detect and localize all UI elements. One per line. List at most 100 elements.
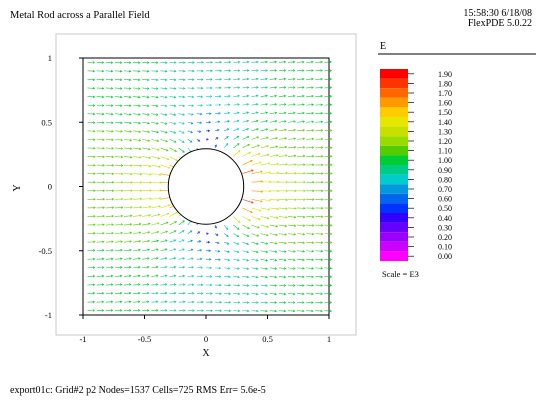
field-arrow-550-head	[217, 120, 221, 124]
field-arrow-272-head	[111, 223, 115, 226]
field-arrow-204	[224, 250, 230, 253]
field-arrow-646-head	[110, 87, 114, 90]
field-arrow-693-head	[292, 77, 296, 81]
field-arrow-554-head	[256, 119, 259, 123]
field-arrow-491	[169, 139, 177, 143]
field-arrow-742-head	[247, 60, 250, 64]
field-arrow-514-head	[138, 130, 142, 133]
field-arrow-424-head	[250, 159, 253, 163]
field-arrow-21-head	[283, 309, 287, 313]
field-arrow-513-head	[129, 130, 133, 133]
field-arrow-68-head	[219, 292, 222, 295]
field-arrow-676-head	[137, 78, 141, 82]
field-arrow-292-head	[302, 224, 306, 227]
field-arrow-589-head	[329, 112, 333, 115]
field-arrow-545-head	[173, 122, 177, 125]
field-arrow-227-head	[190, 239, 193, 243]
field-arrow-616-head	[329, 103, 333, 107]
field-arrow-641-head	[311, 94, 314, 98]
field-arrow-160-head	[320, 267, 324, 270]
field-arrow-246	[114, 232, 123, 234]
field-arrow-7-head	[156, 309, 159, 312]
field-arrow-111-head	[119, 274, 123, 278]
field-arrow-652-head	[164, 87, 168, 90]
field-arrow-155	[269, 267, 277, 270]
field-arrow-487	[133, 139, 141, 141]
field-arrow-171	[169, 257, 176, 260]
field-arrow-368-head	[268, 189, 272, 193]
field-arrow-487-head	[138, 139, 142, 142]
field-arrow-236-head	[275, 242, 278, 245]
legend-label-12: 0.70	[438, 185, 452, 194]
field-arrow-1-head	[101, 309, 105, 312]
field-arrow-633	[233, 95, 240, 97]
field-arrow-647	[114, 87, 122, 89]
field-arrow-77-head	[302, 292, 305, 296]
field-arrow-626	[169, 96, 176, 98]
field-arrow-591-head	[101, 104, 105, 107]
field-arrow-635	[251, 95, 259, 97]
field-arrow-515-head	[147, 130, 151, 134]
field-arrow-422-head	[167, 166, 171, 169]
field-arrow-484-head	[111, 138, 114, 142]
y-tick-label-1: 0.5	[41, 117, 52, 127]
field-arrow-489-head	[156, 139, 160, 143]
field-arrow-354-head	[303, 198, 306, 201]
field-arrow-503	[278, 137, 287, 140]
field-arrow-179-head	[246, 259, 250, 262]
field-arrow-402	[160, 173, 172, 177]
field-arrow-292	[297, 224, 305, 227]
field-arrow-320-head	[111, 206, 115, 209]
field-arrow-406-head	[268, 171, 272, 174]
field-arrow-308	[242, 216, 251, 222]
field-arrow-670-head	[329, 86, 333, 89]
field-arrow-574-head	[191, 113, 194, 116]
field-arrow-573	[178, 113, 185, 116]
field-arrow-460	[123, 147, 132, 150]
field-arrow-595-head	[138, 104, 141, 108]
field-arrow-530-head	[284, 128, 287, 132]
field-arrow-229-head	[207, 240, 211, 244]
field-arrow-687-head	[237, 77, 241, 81]
field-arrow-245-head	[111, 231, 114, 235]
field-arrow-653	[169, 87, 176, 89]
field-arrow-231	[224, 241, 229, 245]
field-arrow-326	[160, 204, 171, 209]
field-arrow-199-head	[182, 248, 185, 251]
field-arrow-520	[187, 130, 193, 133]
field-arrow-264-head	[284, 233, 288, 236]
field-arrow-555-head	[265, 119, 269, 123]
legend-swatch-11	[380, 174, 408, 185]
field-arrow-598-head	[164, 104, 168, 108]
field-arrow-569-head	[147, 113, 150, 116]
field-arrow-176-head	[218, 258, 221, 261]
field-arrow-209-head	[274, 250, 278, 253]
field-arrow-334-head	[303, 207, 306, 210]
field-arrow-311-head	[276, 216, 279, 219]
field-arrow-137	[105, 267, 113, 269]
field-arrow-516-head	[156, 130, 159, 134]
field-arrow-289-head	[275, 225, 279, 228]
field-arrow-87	[142, 284, 149, 286]
field-arrow-493	[187, 139, 193, 143]
field-arrow-326-head	[167, 204, 171, 207]
field-arrow-141-head	[147, 265, 150, 269]
field-arrow-74	[269, 293, 277, 295]
field-arrow-90-head	[173, 283, 177, 286]
field-arrow-252	[169, 230, 177, 234]
field-arrow-288-head	[266, 225, 270, 228]
field-arrow-741-head	[237, 60, 241, 64]
field-arrow-301-head	[139, 214, 142, 217]
field-arrow-559-head	[302, 120, 306, 123]
field-arrow-651	[151, 87, 158, 89]
field-arrow-62-head	[164, 291, 168, 295]
field-arrow-136-head	[101, 266, 105, 269]
field-arrow-526-head	[246, 128, 250, 131]
field-arrow-195-head	[147, 248, 150, 252]
field-arrow-168	[142, 257, 150, 260]
field-arrow-113	[133, 275, 141, 277]
field-arrow-695-head	[311, 77, 314, 81]
field-arrow-87-head	[146, 283, 150, 286]
field-arrow-493-head	[189, 140, 193, 143]
field-arrow-631-head	[218, 95, 222, 98]
